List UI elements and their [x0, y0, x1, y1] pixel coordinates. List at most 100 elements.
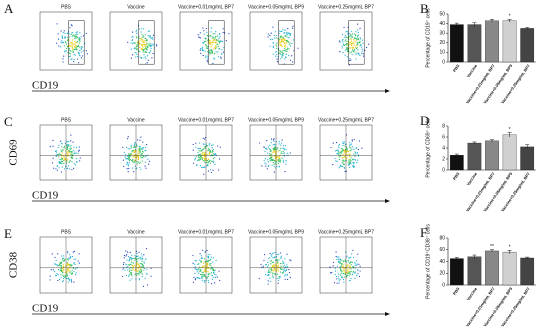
y-tick-label: 6	[442, 134, 445, 140]
event-dot	[361, 39, 363, 41]
event-dot	[61, 156, 63, 158]
event-dot	[74, 268, 76, 270]
event-dot	[269, 153, 271, 155]
significance: **	[490, 244, 494, 250]
event-dot	[131, 257, 134, 260]
event-dot	[341, 259, 343, 261]
event-dot	[134, 143, 136, 145]
event-dot	[132, 36, 134, 38]
event-dot	[63, 159, 65, 161]
event-dot	[202, 153, 204, 155]
event-dot	[335, 160, 337, 162]
event-dot	[217, 45, 220, 47]
event-dot	[346, 265, 348, 267]
event-dot	[59, 163, 61, 165]
event-dot	[270, 138, 273, 140]
event-dot	[139, 152, 141, 154]
event-dot	[62, 277, 65, 280]
event-dot	[203, 275, 205, 277]
event-dot	[147, 46, 149, 48]
event-dot	[212, 268, 214, 270]
event-dot	[331, 272, 333, 274]
event-dot	[207, 61, 209, 63]
event-dot	[277, 270, 279, 272]
event-dot	[79, 157, 81, 159]
event-dot	[62, 275, 65, 278]
event-dot	[282, 38, 284, 40]
event-dot	[368, 43, 370, 45]
event-dot	[140, 31, 142, 33]
event-dot	[127, 157, 129, 160]
event-dot	[66, 145, 68, 147]
event-dot	[344, 148, 346, 151]
event-dot	[216, 39, 218, 42]
event-dot	[274, 273, 276, 275]
event-dot	[142, 28, 145, 30]
event-dot	[349, 35, 352, 37]
event-dot	[194, 260, 196, 262]
event-dot	[342, 38, 344, 41]
event-dot	[341, 33, 344, 36]
event-dot	[210, 256, 212, 258]
event-dot	[75, 152, 77, 154]
event-dot	[263, 259, 265, 261]
event-dot	[69, 254, 71, 256]
plot-frame	[109, 11, 163, 71]
event-dot	[350, 59, 352, 61]
event-dot	[264, 150, 266, 152]
event-dot	[150, 267, 152, 270]
plot-title: Vaccine+0.01mg/mL BP7	[178, 4, 234, 10]
event-dot	[339, 261, 341, 263]
event-dot	[272, 53, 274, 55]
event-dot	[142, 35, 144, 37]
event-dot	[213, 276, 215, 278]
event-dot	[349, 57, 351, 60]
event-dot	[64, 142, 67, 145]
event-dot	[136, 37, 138, 39]
event-dot	[132, 269, 134, 271]
event-dot	[283, 32, 285, 34]
event-dot	[62, 265, 64, 267]
event-dot	[212, 271, 215, 273]
event-dot	[282, 265, 284, 267]
event-dot	[212, 39, 215, 41]
event-dot	[127, 165, 130, 167]
event-dot	[346, 264, 349, 266]
event-dot	[272, 272, 274, 274]
event-dot	[266, 168, 268, 170]
event-dot	[218, 42, 221, 44]
event-dot	[147, 43, 149, 45]
event-dot	[136, 44, 138, 46]
event-dot	[139, 166, 141, 169]
event-dot	[78, 54, 81, 56]
event-dot	[122, 263, 125, 266]
event-dot	[289, 32, 292, 35]
event-dot	[280, 151, 283, 153]
event-dot	[66, 32, 68, 35]
event-dot	[279, 38, 281, 40]
event-dot	[78, 42, 80, 44]
event-dot	[356, 46, 358, 49]
event-dot	[281, 51, 283, 54]
event-dot	[348, 158, 350, 160]
event-dot	[124, 156, 126, 158]
event-dot	[78, 149, 81, 151]
event-dot	[145, 40, 147, 42]
event-dot	[270, 156, 272, 158]
event-dot	[126, 251, 129, 253]
event-dot	[203, 273, 205, 276]
event-dot	[135, 250, 138, 252]
event-dot	[74, 40, 76, 43]
event-dot	[276, 261, 278, 264]
event-dot	[60, 274, 62, 276]
event-dot	[274, 160, 276, 162]
event-dot	[207, 281, 210, 284]
event-dot	[349, 268, 351, 270]
event-dot	[199, 266, 201, 268]
event-dot	[62, 61, 64, 63]
event-dot	[349, 144, 351, 147]
event-dot	[133, 146, 136, 148]
event-dot	[79, 40, 81, 42]
event-dot	[285, 163, 287, 165]
event-dot	[287, 27, 289, 30]
